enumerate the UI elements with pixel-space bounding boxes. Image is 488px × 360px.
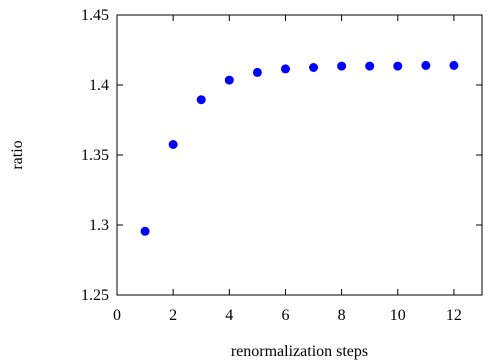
x-tick-label: 8 <box>338 307 346 324</box>
data-points <box>140 60 459 236</box>
x-tick-label: 0 <box>113 307 121 324</box>
axis-ticks <box>116 14 482 296</box>
plot-frame <box>116 14 483 296</box>
data-point <box>224 75 234 85</box>
data-point <box>252 67 262 77</box>
data-point <box>421 60 431 70</box>
data-point <box>140 226 150 236</box>
y-tick-label: 1.25 <box>81 287 109 304</box>
x-axis-label: renormalization steps <box>231 343 368 360</box>
y-tick-label: 1.3 <box>89 217 109 234</box>
y-axis-label: ratio <box>9 140 26 169</box>
y-tick-label: 1.4 <box>89 77 109 94</box>
y-tick-labels: 1.25 1.3 1.35 1.4 1.45 <box>81 7 109 304</box>
data-point <box>168 140 178 149</box>
x-tick-label: 4 <box>225 307 233 324</box>
y-tick-label: 1.45 <box>81 7 109 24</box>
x-tick-label: 6 <box>281 307 289 324</box>
x-tick-label: 2 <box>169 307 177 324</box>
data-point <box>337 61 347 71</box>
data-point <box>309 63 319 72</box>
x-tick-labels: 0 2 4 6 8 10 12 <box>113 307 462 324</box>
data-point <box>196 95 206 105</box>
data-point <box>393 61 403 71</box>
y-tick-label: 1.35 <box>81 147 109 164</box>
x-tick-label: 12 <box>446 307 462 324</box>
data-point <box>365 61 375 71</box>
x-tick-label: 10 <box>390 307 406 324</box>
data-point <box>280 64 290 74</box>
data-point <box>449 60 459 70</box>
